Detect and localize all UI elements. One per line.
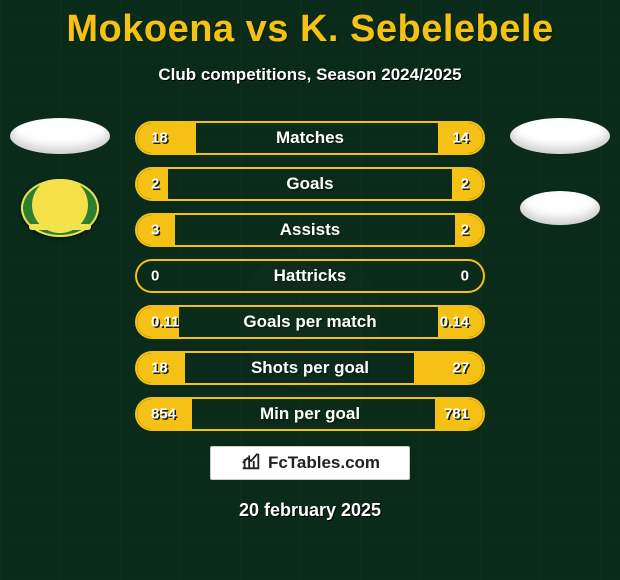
sundowns-crest-icon [21,179,99,237]
stats-panel: 1814Matches22Goals32Assists00Hattricks0.… [135,121,485,443]
stat-value-right: 0 [461,268,469,285]
stat-fill-right [414,353,483,383]
stat-value-left: 2 [151,176,159,193]
stat-row: 0 0Hattricks [135,259,485,293]
stat-row: 3 2Assists [135,213,485,247]
stat-value-right: 14 [452,130,469,147]
club-badge-left-icon [20,178,100,238]
stat-value-left: 0.11 [151,314,179,331]
stat-row: 0.11 0.14Goals per match [135,305,485,339]
stat-row: 854781Min per goal [135,397,485,431]
stat-value-left: 18 [151,130,168,147]
stat-value-right: 2 [461,222,469,239]
comparison-card: Mokoena vs K. Sebelebele Club competitio… [0,0,620,580]
date-text: 20 february 2025 [0,500,620,521]
stat-fill-right [455,215,483,245]
chart-icon [240,450,262,477]
nation-badge-left-icon [10,118,110,154]
stat-row: 2 2Goals [135,167,485,201]
player-right-badges [510,118,610,238]
stat-label: Goals per match [137,312,483,332]
brand-badge[interactable]: FcTables.com [210,446,410,480]
stat-label: Assists [137,220,483,240]
stat-value-left: 0 [151,268,159,285]
stat-row: 1814Matches [135,121,485,155]
stat-value-left: 3 [151,222,159,239]
club-ellipse-right-icon [520,191,600,225]
stat-value-right: 0.14 [440,314,469,331]
stat-row: 1827Shots per goal [135,351,485,385]
stat-label: Hattricks [137,266,483,286]
stat-value-right: 2 [461,176,469,193]
club-badge-right-icon [520,178,600,238]
nation-badge-right-icon [510,118,610,154]
player-left-badges [10,118,110,238]
page-title: Mokoena vs K. Sebelebele [0,0,620,51]
page-subtitle: Club competitions, Season 2024/2025 [0,65,620,85]
stat-value-left: 18 [151,360,168,377]
brand-text: FcTables.com [268,453,380,473]
stat-label: Goals [137,174,483,194]
stat-value-left: 854 [151,406,176,423]
stat-value-right: 27 [452,360,469,377]
stat-value-right: 781 [444,406,469,423]
